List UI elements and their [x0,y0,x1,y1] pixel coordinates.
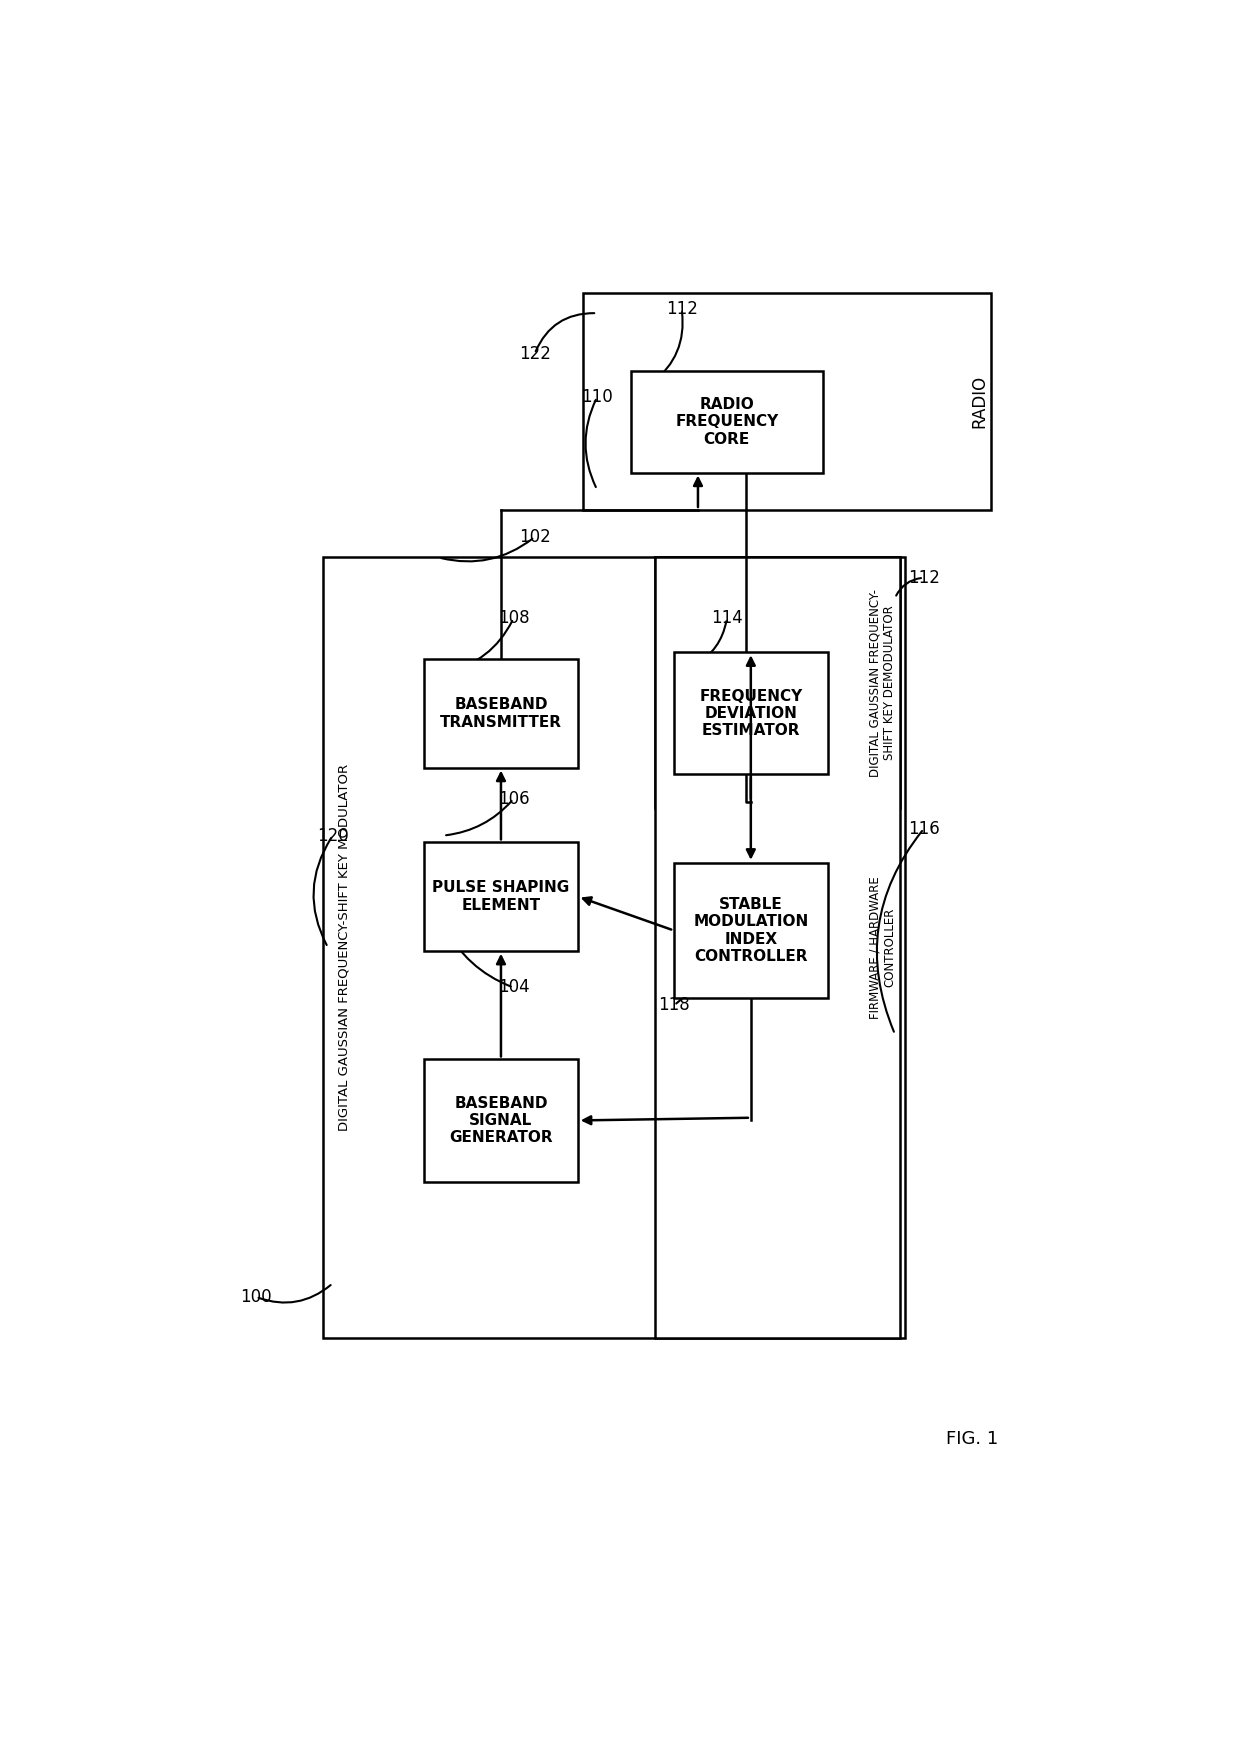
Bar [424,1059,578,1182]
Bar [631,370,823,472]
Bar [424,842,578,951]
Text: 116: 116 [908,819,940,837]
Bar [675,863,828,999]
Text: 108: 108 [497,610,529,627]
Text: BASEBAND
SIGNAL
GENERATOR: BASEBAND SIGNAL GENERATOR [449,1096,553,1145]
Text: FIRMWARE / HARDWARE
CONTROLLER: FIRMWARE / HARDWARE CONTROLLER [868,876,897,1018]
Text: 114: 114 [711,610,743,627]
Bar [675,652,828,775]
Text: FREQUENCY
DEVIATION
ESTIMATOR: FREQUENCY DEVIATION ESTIMATOR [699,689,802,738]
Text: RADIO
FREQUENCY
CORE: RADIO FREQUENCY CORE [675,396,779,446]
Text: 104: 104 [497,978,529,997]
Text: FIG. 1: FIG. 1 [946,1431,998,1448]
Text: BASEBAND
TRANSMITTER: BASEBAND TRANSMITTER [440,698,562,729]
Text: 110: 110 [582,388,613,407]
Text: 120: 120 [317,826,348,844]
Text: 112: 112 [908,569,940,587]
Bar [655,557,900,809]
Text: 118: 118 [658,996,689,1015]
Text: 122: 122 [518,345,551,363]
Bar [324,557,904,1337]
Text: 102: 102 [518,529,551,546]
Text: DIGITAL GAUSSIAN FREQUENCY-
SHIFT KEY DEMODULATOR: DIGITAL GAUSSIAN FREQUENCY- SHIFT KEY DE… [868,589,897,777]
Text: RADIO: RADIO [971,375,988,428]
Text: 112: 112 [666,300,698,319]
Text: PULSE SHAPING
ELEMENT: PULSE SHAPING ELEMENT [433,881,569,913]
Text: DIGITAL GAUSSIAN FREQUENCY-SHIFT KEY MODULATOR: DIGITAL GAUSSIAN FREQUENCY-SHIFT KEY MOD… [337,765,351,1131]
Text: STABLE
MODULATION
INDEX
CONTROLLER: STABLE MODULATION INDEX CONTROLLER [693,897,808,964]
Bar [424,659,578,768]
Bar [583,292,991,509]
Text: 106: 106 [497,789,529,809]
Bar [655,557,900,1337]
Text: 100: 100 [241,1288,272,1306]
